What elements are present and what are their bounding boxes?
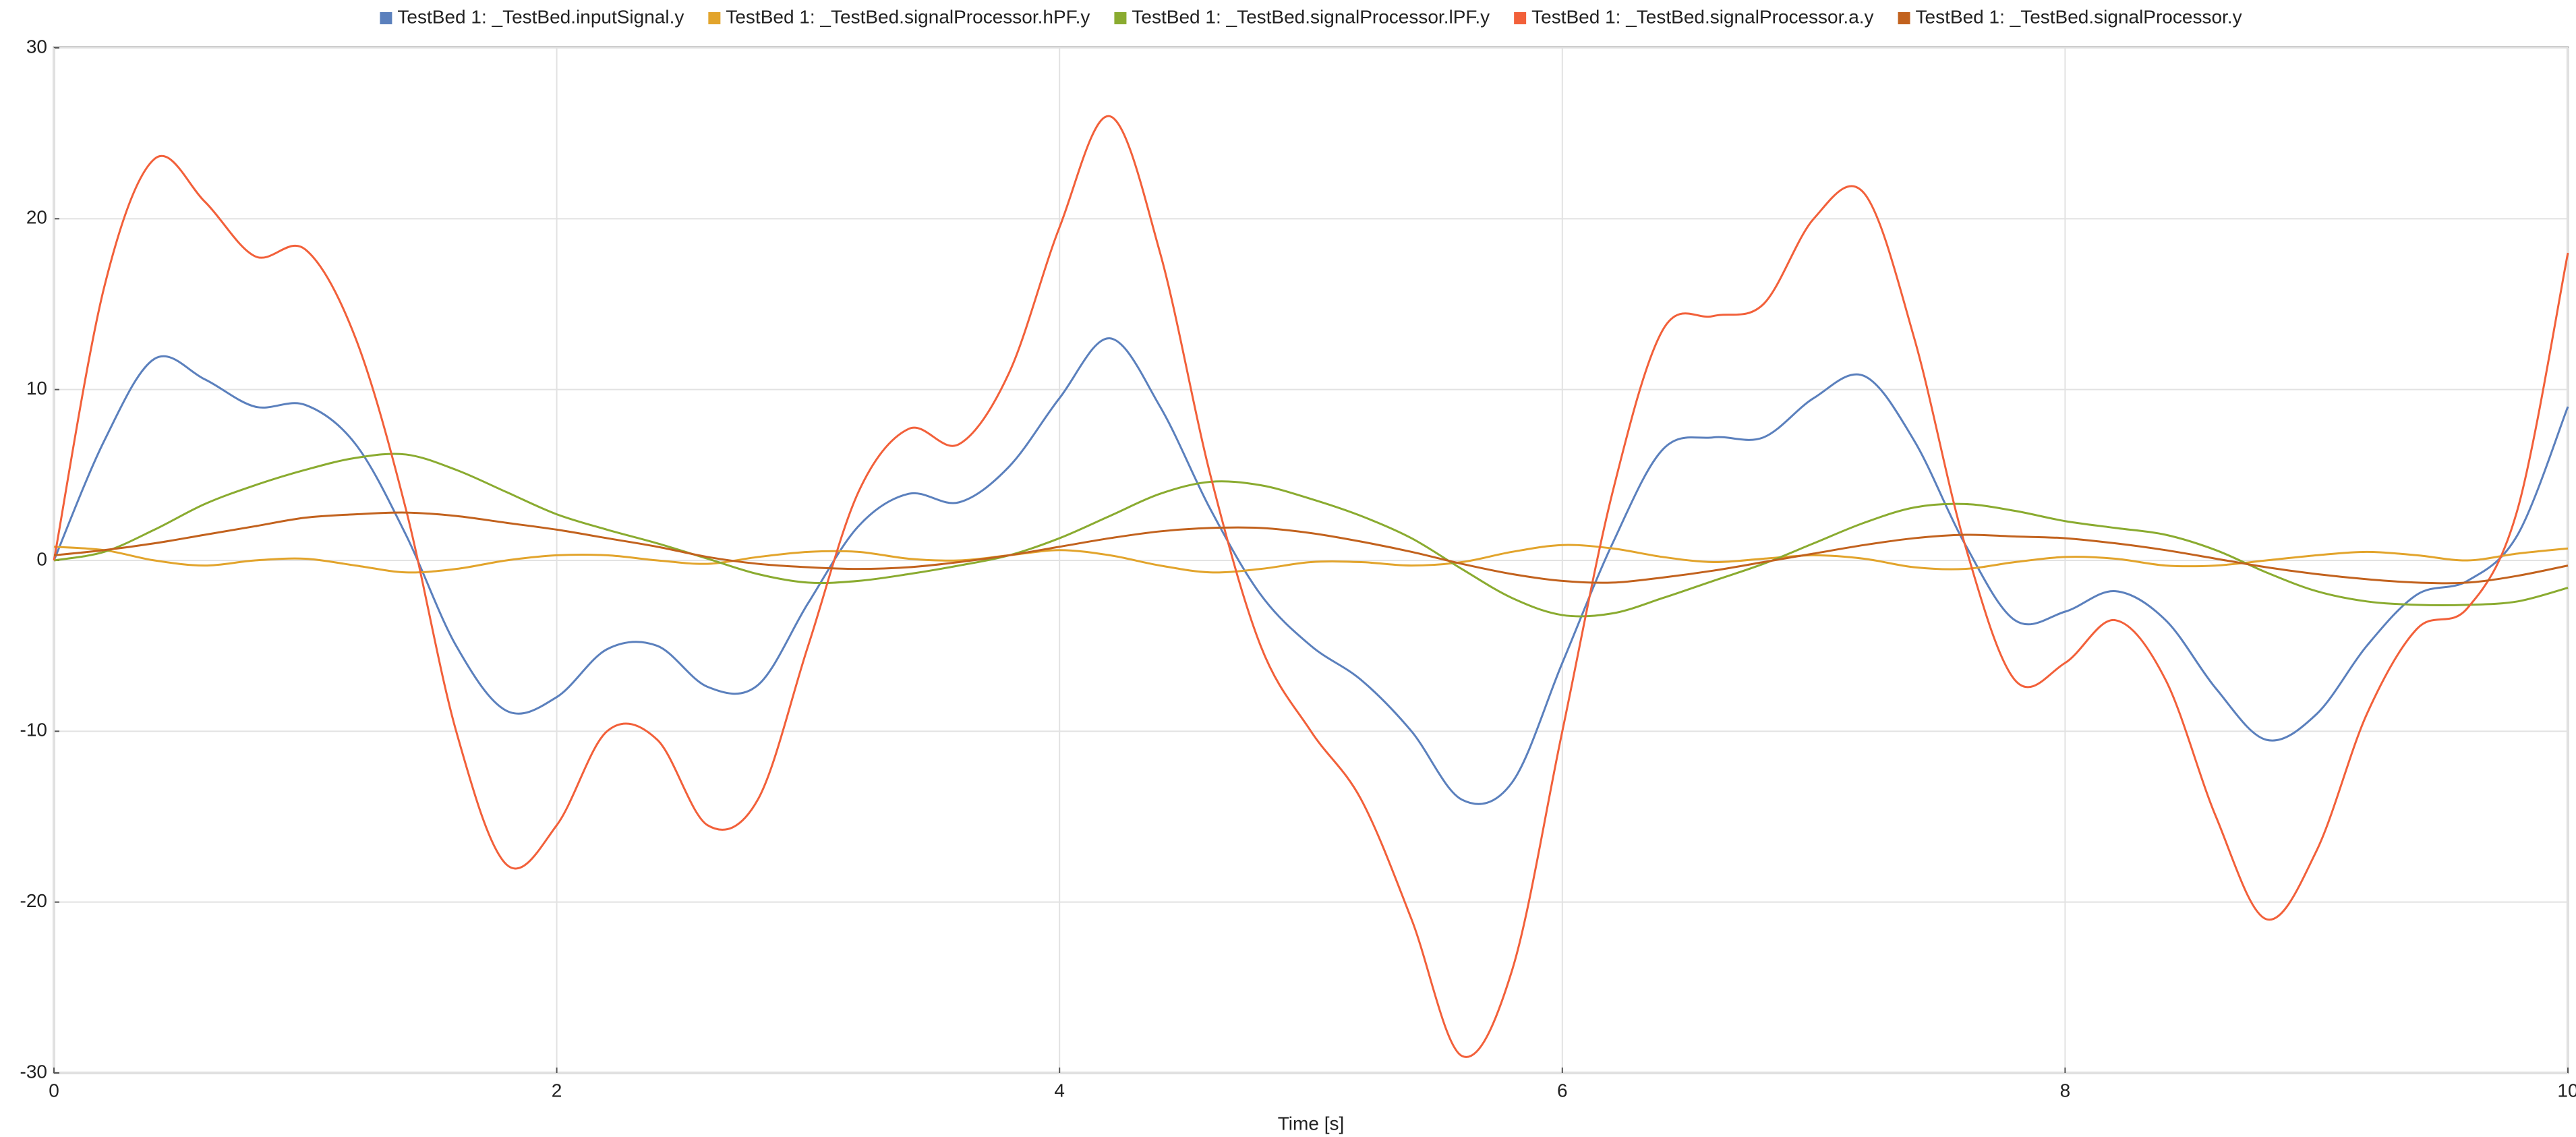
x-tick-label: 4 xyxy=(1054,1080,1065,1101)
legend-label: TestBed 1: _TestBed.inputSignal.y xyxy=(397,6,684,27)
y-tick-label: 30 xyxy=(26,36,47,57)
legend: TestBed 1: _TestBed.inputSignal.y TestBed… xyxy=(380,6,2242,27)
x-axis-label: Time [s] xyxy=(1278,1113,1345,1134)
series-line xyxy=(53,511,2569,585)
legend-item: TestBed 1: _TestBed.inputSignal.y xyxy=(380,6,684,27)
legend-swatch xyxy=(708,12,721,24)
legend-item: TestBed 1: _TestBed.signalProcessor.lPF.… xyxy=(1114,6,1490,27)
x-tick-label: 0 xyxy=(49,1080,59,1101)
legend-label: TestBed 1: _TestBed.signalProcessor.a.y xyxy=(1531,6,1873,27)
legend-swatch xyxy=(380,12,392,24)
series-line xyxy=(53,453,2569,618)
legend-item: TestBed 1: _TestBed.signalProcessor.y xyxy=(1898,6,2242,27)
x-tick-label: 2 xyxy=(552,1080,562,1101)
series-line xyxy=(53,337,2569,805)
y-tick-label: 0 xyxy=(36,548,47,569)
legend-swatch xyxy=(1898,12,1910,24)
series-line xyxy=(53,544,2569,574)
legend-label: TestBed 1: _TestBed.signalProcessor.y xyxy=(1916,6,2242,27)
legend-swatch xyxy=(1114,12,1127,24)
y-tick-label: 20 xyxy=(26,207,47,228)
legend-item: TestBed 1: _TestBed.signalProcessor.a.y xyxy=(1514,6,1874,27)
y-tick-label: -20 xyxy=(20,890,47,911)
legend-label: TestBed 1: _TestBed.signalProcessor.lPF.… xyxy=(1132,6,1490,27)
legend-item: TestBed 1: _TestBed.signalProcessor.hPF.… xyxy=(708,6,1090,27)
legend-label: TestBed 1: _TestBed.signalProcessor.hPF.… xyxy=(726,6,1090,27)
y-tick-label: 10 xyxy=(26,378,47,399)
series-line xyxy=(53,115,2569,1058)
y-tick-label: -10 xyxy=(20,720,47,740)
x-tick-label: 10 xyxy=(2557,1080,2576,1101)
x-tick-label: 6 xyxy=(1557,1080,1568,1101)
x-tick-label: 8 xyxy=(2060,1080,2071,1101)
legend-swatch xyxy=(1514,12,1527,24)
y-tick-label: -30 xyxy=(20,1061,47,1082)
